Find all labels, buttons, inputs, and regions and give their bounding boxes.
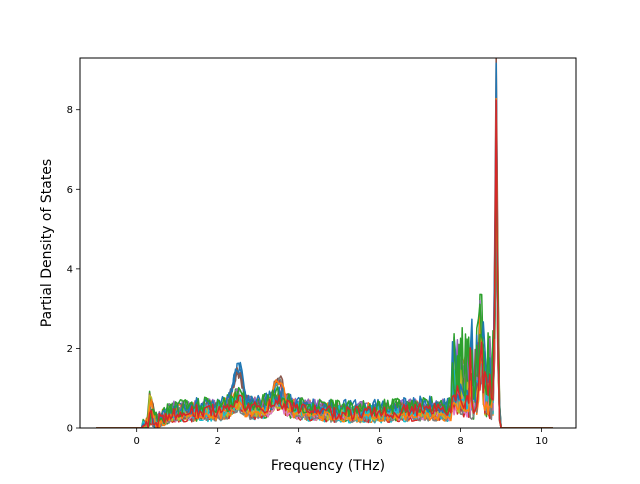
- y-axis-ticks: 0 2 4 6 8: [67, 105, 80, 435]
- y-axis-label: Partial Density of States: [39, 159, 55, 327]
- x-tick-label: 10: [535, 436, 548, 447]
- y-tick-label: 6: [67, 185, 73, 196]
- y-tick-label: 4: [67, 264, 73, 275]
- axes-frame: [79, 57, 577, 429]
- y-tick-label: 2: [67, 344, 73, 355]
- x-axis-ticks: 0 2 4 6 8 10: [133, 428, 548, 447]
- x-axis-label: Frequency (THz): [271, 458, 385, 474]
- x-tick-label: 2: [214, 436, 220, 447]
- x-tick-label: 8: [457, 436, 463, 447]
- x-tick-label: 6: [376, 436, 382, 447]
- y-tick-label: 8: [67, 105, 73, 116]
- x-tick-label: 0: [133, 436, 139, 447]
- plot-area: [96, 58, 553, 428]
- pdos-series-line: [96, 99, 553, 428]
- x-tick-label: 4: [295, 436, 301, 447]
- y-tick-label: 0: [67, 424, 73, 435]
